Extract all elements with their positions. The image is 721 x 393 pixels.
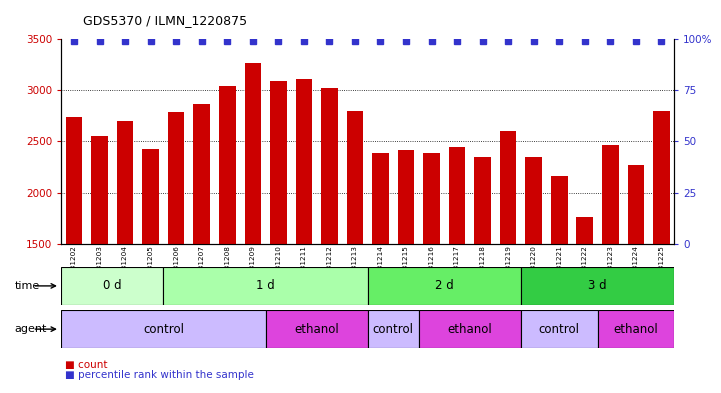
- Bar: [219, 86, 236, 244]
- Bar: [321, 88, 337, 244]
- Bar: [423, 153, 440, 244]
- Bar: [372, 153, 389, 244]
- Text: ■ percentile rank within the sample: ■ percentile rank within the sample: [65, 370, 254, 380]
- Bar: [627, 165, 644, 244]
- Text: ethanol: ethanol: [614, 323, 658, 336]
- Bar: [142, 149, 159, 244]
- Text: ■ count: ■ count: [65, 360, 107, 371]
- Bar: [164, 267, 368, 305]
- Text: control: control: [539, 323, 580, 336]
- Bar: [602, 145, 619, 244]
- Text: 0 d: 0 d: [103, 279, 122, 292]
- Bar: [368, 267, 521, 305]
- Bar: [474, 157, 491, 244]
- Bar: [265, 310, 368, 348]
- Bar: [448, 147, 465, 244]
- Bar: [296, 79, 312, 244]
- Text: ethanol: ethanol: [294, 323, 339, 336]
- Text: 1 d: 1 d: [256, 279, 275, 292]
- Text: ethanol: ethanol: [448, 323, 492, 336]
- Bar: [117, 121, 133, 244]
- Bar: [270, 81, 287, 244]
- Text: time: time: [14, 281, 40, 291]
- Bar: [168, 112, 185, 244]
- Text: control: control: [143, 323, 184, 336]
- Bar: [368, 310, 419, 348]
- Bar: [193, 104, 210, 244]
- Bar: [521, 310, 598, 348]
- Bar: [419, 310, 521, 348]
- Bar: [521, 267, 674, 305]
- Bar: [551, 176, 567, 244]
- Bar: [526, 157, 542, 244]
- Bar: [61, 267, 164, 305]
- Text: control: control: [373, 323, 414, 336]
- Bar: [61, 310, 265, 348]
- Bar: [244, 63, 261, 244]
- Bar: [347, 111, 363, 244]
- Text: 2 d: 2 d: [435, 279, 454, 292]
- Bar: [92, 136, 108, 244]
- Text: agent: agent: [14, 324, 47, 334]
- Bar: [398, 150, 415, 244]
- Text: 3 d: 3 d: [588, 279, 607, 292]
- Text: GDS5370 / ILMN_1220875: GDS5370 / ILMN_1220875: [83, 14, 247, 27]
- Bar: [577, 217, 593, 244]
- Bar: [653, 111, 670, 244]
- Bar: [500, 131, 516, 244]
- Bar: [66, 117, 82, 244]
- Bar: [598, 310, 674, 348]
